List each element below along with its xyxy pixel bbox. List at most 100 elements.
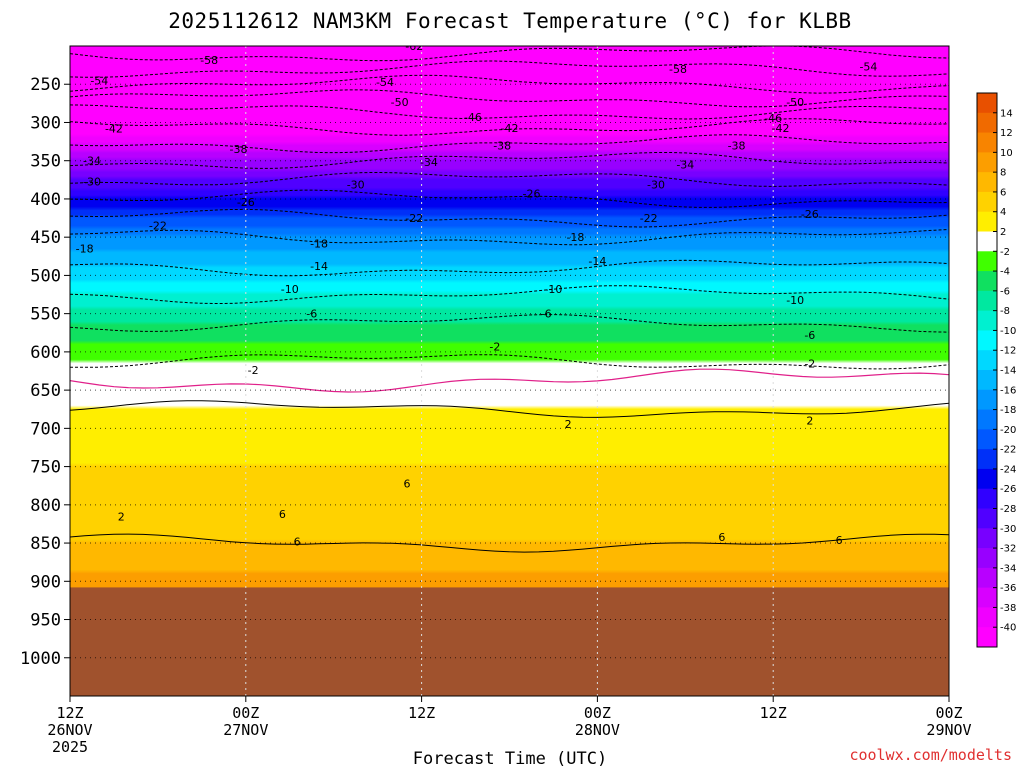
- colorbar-cell: [977, 350, 997, 371]
- plot-frame: [69, 45, 950, 697]
- isotherm-line: [70, 60, 949, 78]
- x-tick-label: 00Z: [935, 704, 962, 722]
- isotherm-line: [70, 533, 949, 553]
- grid-lines: [70, 46, 949, 696]
- contour-label: -6: [306, 308, 317, 321]
- y-tick-label: 300: [30, 113, 61, 133]
- contour-label: -62: [405, 40, 423, 53]
- colorbar-tick-label: -36: [1000, 583, 1016, 594]
- colorbar-tick-label: 12: [1000, 128, 1013, 139]
- contour-label: -42: [772, 122, 790, 135]
- colorbar-legend: 14 12 10 8 6 4 2 -2 -4 -6 -8 -10 -12 -14 -16 -18 -20 -22 -…: [976, 92, 1016, 648]
- x-tick-label: 26NOV: [47, 721, 92, 739]
- colorbar-tick-label: -20: [1000, 425, 1016, 436]
- contour-label: -54: [376, 76, 394, 89]
- contour-label: -2: [804, 357, 815, 370]
- colorbar-cell: [977, 231, 997, 252]
- colorbar-tick-label: -30: [1000, 524, 1016, 535]
- y-tick-label: 600: [30, 343, 61, 363]
- colorbar-tick-label: -2: [1000, 247, 1010, 258]
- isotherm-line: [70, 134, 949, 154]
- isotherm-line: [70, 400, 949, 418]
- colorbar-tick-label: -4: [1000, 267, 1010, 278]
- colorbar-tick-label: 2: [1000, 227, 1006, 238]
- colorbar-tick-label: 8: [1000, 168, 1006, 179]
- y-tick-label: 450: [30, 228, 61, 248]
- colorbar-cell: [977, 508, 997, 529]
- colorbar-tick-label: -22: [1000, 445, 1016, 456]
- isotherm-lines: [70, 46, 949, 553]
- colorbar-tick-label: -24: [1000, 464, 1016, 475]
- x-tick-label: 12Z: [760, 704, 787, 722]
- isotherm-line: [70, 152, 949, 169]
- colorbar-cell: [977, 449, 997, 470]
- colorbar-cell: [977, 112, 997, 134]
- y-tick-label: 550: [30, 305, 61, 325]
- contour-label: -38: [728, 139, 746, 152]
- isotherm-line: [70, 104, 949, 120]
- contour-label: -46: [464, 111, 482, 124]
- contour-label: -18: [566, 231, 584, 244]
- colorbar-cell: [977, 211, 997, 232]
- colorbar-cell: [977, 488, 997, 509]
- contour-label: -30: [347, 178, 365, 191]
- isotherm-line: [70, 354, 949, 370]
- isotherm-line: [70, 189, 949, 208]
- colorbar-cell: [977, 528, 997, 549]
- contour-label: -26: [801, 208, 819, 221]
- contour-label: -2: [489, 341, 500, 354]
- contour-label: -58: [669, 63, 687, 76]
- colorbar-cell: [977, 468, 997, 490]
- contour-label: -6: [804, 329, 815, 342]
- colorbar-tick-label: -34: [1000, 563, 1016, 574]
- contour-label: 6: [836, 534, 843, 547]
- colorbar-cell: [977, 607, 997, 628]
- isotherm-line: [70, 46, 949, 62]
- contour-label: -10: [281, 283, 299, 296]
- colorbar-cell: [977, 152, 997, 173]
- contour-label: -34: [420, 156, 438, 169]
- x-tick-label: 12Z: [408, 704, 435, 722]
- colorbar-tick-label: 4: [1000, 207, 1006, 218]
- colorbar-cell: [977, 409, 997, 430]
- isotherm-line: [70, 171, 949, 187]
- colorbar-cell: [977, 389, 997, 411]
- colorbar-tick-label: -40: [1000, 623, 1016, 634]
- y-tick-label: 750: [30, 458, 61, 478]
- colorbar-cell: [977, 310, 997, 331]
- y-tick-label: 1000: [20, 649, 61, 669]
- isotherm-line: [70, 229, 949, 246]
- contour-label: -30: [647, 178, 665, 191]
- contour-label: -58: [200, 54, 218, 67]
- contour-labels: -62-58-58 -54-54 -54-50 -50-46 -46-42 -42 -42-…: [76, 40, 878, 549]
- y-tick-label: 250: [30, 75, 61, 95]
- colorbar-cell: [977, 330, 997, 351]
- contour-label: 6: [294, 536, 301, 549]
- colorbar-tick-label: 14: [1000, 108, 1013, 119]
- contour-label: -34: [676, 159, 694, 172]
- colorbar-cell: [977, 548, 997, 569]
- contour-label: 6: [718, 531, 725, 544]
- colorbar-tick-label: -16: [1000, 385, 1016, 396]
- contour-label: 2: [806, 415, 813, 428]
- colorbar-cell: [977, 370, 997, 391]
- colorbar-cell: [977, 627, 997, 648]
- freezing-line: [70, 368, 949, 393]
- colorbar-tick-label: -14: [1000, 366, 1016, 377]
- isotherm-line: [70, 208, 949, 228]
- x-axis-label: Forecast Time (UTC): [413, 749, 607, 768]
- contour-label: -50: [786, 96, 804, 109]
- contour-label: -22: [640, 212, 658, 225]
- colorbar-tick-label: -28: [1000, 504, 1016, 515]
- colorbar-tick-label: -32: [1000, 544, 1016, 555]
- colorbar-cell: [977, 290, 997, 312]
- contour-label: -30: [83, 175, 101, 188]
- contour-label: -10: [544, 283, 562, 296]
- isotherm-line: [70, 74, 949, 94]
- contour-label: -10: [786, 294, 804, 307]
- contour-label: -34: [83, 155, 101, 168]
- colorbar-tick-label: -26: [1000, 484, 1016, 495]
- isotherm-line: [70, 118, 949, 136]
- y-tick-label: 950: [30, 611, 61, 631]
